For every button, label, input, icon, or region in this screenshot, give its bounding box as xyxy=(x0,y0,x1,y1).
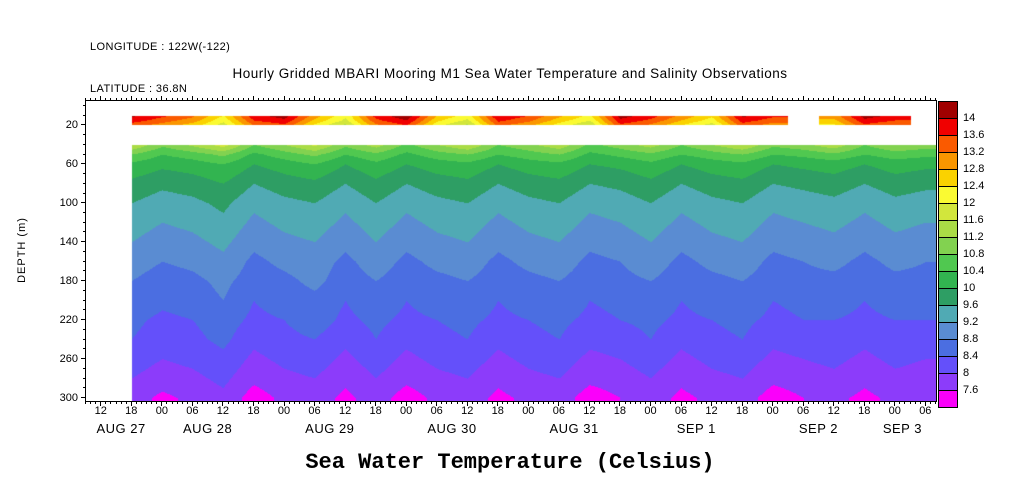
colorbar-cell xyxy=(938,322,958,340)
colorbar-label: 14 xyxy=(963,112,976,124)
colorbar-label: 13.6 xyxy=(963,129,985,141)
colorbar-cell xyxy=(938,203,958,221)
colorbar-cell xyxy=(938,390,958,408)
colorbar-label: 10 xyxy=(963,282,976,294)
x-tick-label: 18 xyxy=(247,405,260,417)
colorbar-label: 10.8 xyxy=(963,248,985,260)
x-tick-label: 18 xyxy=(125,405,138,417)
x-tick-label: 06 xyxy=(797,405,810,417)
colorbar-cell xyxy=(938,288,958,306)
colorbar-cell xyxy=(938,254,958,272)
date-label: AUG 27 xyxy=(96,421,146,436)
colorbar-cell xyxy=(938,339,958,357)
colorbar-label: 8.4 xyxy=(963,350,979,362)
x-tick-label: 00 xyxy=(888,405,901,417)
y-tick-label: 260 xyxy=(59,352,78,365)
x-tick-label: 00 xyxy=(400,405,413,417)
colorbar-label: 7.6 xyxy=(963,384,979,396)
colorbar-cell xyxy=(938,101,958,119)
x-tick-label: 18 xyxy=(369,405,382,417)
y-tick-label: 20 xyxy=(65,118,78,131)
x-tick-label: 12 xyxy=(705,405,718,417)
colorbar-label: 10.4 xyxy=(963,265,985,277)
chart-title: Hourly Gridded MBARI Mooring M1 Sea Wate… xyxy=(232,66,788,81)
heatmap-canvas xyxy=(86,101,936,401)
x-tick-label: 12 xyxy=(461,405,474,417)
longitude-label: LONGITUDE : 122W(-122) xyxy=(90,41,231,53)
colorbar-cell xyxy=(938,237,958,255)
date-label: SEP 2 xyxy=(798,421,838,436)
colorbar-cell xyxy=(938,169,958,187)
x-tick-label: 06 xyxy=(186,405,199,417)
colorbar-cell xyxy=(938,356,958,374)
y-tick-label: 100 xyxy=(59,196,78,209)
x-tick-label: 06 xyxy=(919,405,932,417)
date-label: AUG 31 xyxy=(549,421,599,436)
date-label: AUG 29 xyxy=(305,421,355,436)
colorbar-cell xyxy=(938,118,958,136)
colorbar-cell xyxy=(938,373,958,391)
y-tick-label: 140 xyxy=(59,235,78,248)
x-tick-label: 00 xyxy=(766,405,779,417)
x-tick-label: 12 xyxy=(338,405,352,417)
colorbar-cell xyxy=(938,186,958,204)
x-tick-label: 00 xyxy=(155,405,168,417)
colorbar-label: 12.4 xyxy=(963,180,985,192)
y-tick-label: 220 xyxy=(59,313,78,326)
colorbar-label: 11.2 xyxy=(963,231,984,243)
x-tick-label: 00 xyxy=(644,405,657,417)
x-tick-label: 00 xyxy=(277,405,291,417)
colorbar-label: 8 xyxy=(963,367,970,379)
colorbar-label: 13.2 xyxy=(963,146,985,158)
colorbar-label: 9.6 xyxy=(963,299,979,311)
x-tick-label: 18 xyxy=(735,405,749,417)
x-tick-label: 12 xyxy=(827,405,840,417)
x-tick-label: 18 xyxy=(613,405,627,417)
latitude-label: LATITUDE : 36.8N xyxy=(90,83,188,95)
y-tick-label: 60 xyxy=(65,157,78,170)
x-tick-label: 12 xyxy=(94,405,107,417)
x-axis-title: Sea Water Temperature (Celsius) xyxy=(305,450,715,475)
x-tick-label: 18 xyxy=(858,405,871,417)
colorbar-label: 12 xyxy=(963,197,976,209)
date-label: SEP 1 xyxy=(676,421,716,436)
x-tick-label: 00 xyxy=(522,405,535,417)
y-axis-label: DEPTH (m) xyxy=(16,217,28,283)
x-tick-label: 06 xyxy=(674,405,688,417)
x-tick-label: 06 xyxy=(552,405,565,417)
colorbar-label: 9.2 xyxy=(963,316,979,328)
x-tick-label: 12 xyxy=(216,405,230,417)
date-label: AUG 30 xyxy=(427,421,477,436)
x-tick-label: 12 xyxy=(583,405,596,417)
x-tick-label: 06 xyxy=(430,405,443,417)
colorbar-label: 12.8 xyxy=(963,163,985,175)
colorbar-cell xyxy=(938,152,958,170)
colorbar-cell xyxy=(938,220,958,238)
colorbar-label: 11.6 xyxy=(963,214,984,226)
x-tick-label: 06 xyxy=(308,405,321,417)
colorbar xyxy=(938,101,958,408)
colorbar-cell xyxy=(938,135,958,153)
y-tick-label: 300 xyxy=(59,391,78,404)
colorbar-cell xyxy=(938,271,958,289)
y-tick-label: 180 xyxy=(59,274,78,287)
colorbar-cell xyxy=(938,305,958,323)
x-tick-label: 18 xyxy=(491,405,504,417)
date-label: SEP 3 xyxy=(882,421,922,436)
colorbar-label: 8.8 xyxy=(963,333,979,345)
plot-frame xyxy=(85,100,937,402)
date-label: AUG 28 xyxy=(183,421,233,436)
